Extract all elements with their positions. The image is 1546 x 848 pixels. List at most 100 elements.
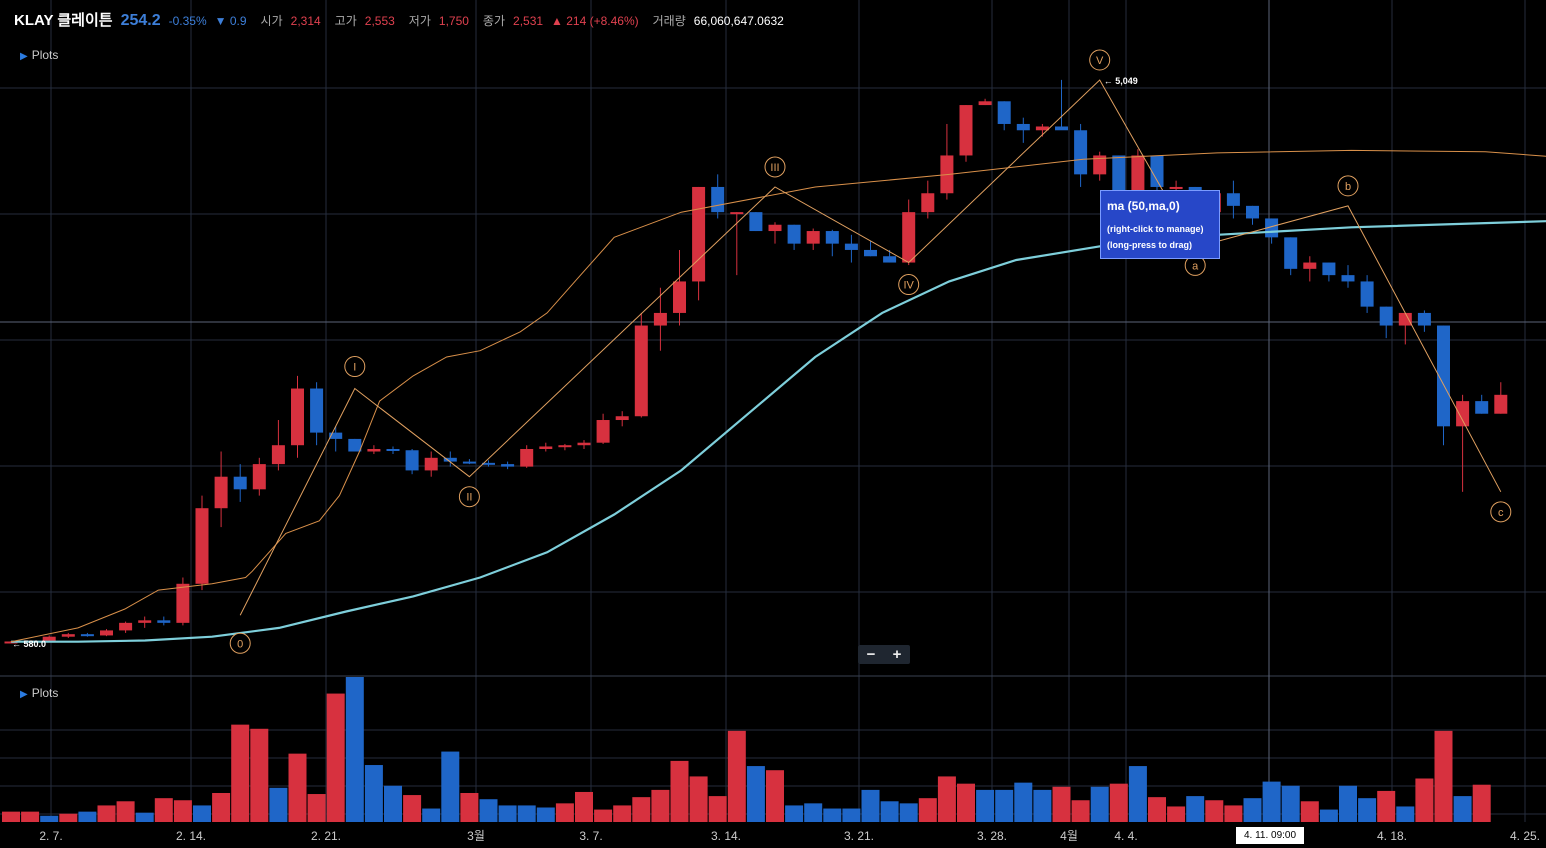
- volume-bar: [918, 798, 937, 822]
- crosshair-date-label: 4. 11. 09:00: [1236, 827, 1304, 844]
- volume-bar: [536, 807, 555, 822]
- volume-bar: [1014, 782, 1033, 822]
- high-label: 고가: [334, 14, 357, 28]
- candle-body: [214, 476, 228, 509]
- zoom-out-button[interactable]: −: [866, 646, 876, 663]
- ma-tooltip[interactable]: ma (50,ma,0) (right-click to manage) (lo…: [1100, 190, 1220, 259]
- price-marker: ← 5,049: [1104, 76, 1138, 86]
- candle-body: [348, 438, 362, 452]
- volume-value: 66,060,647.0632: [693, 14, 784, 28]
- last-price: 254.2: [120, 12, 161, 29]
- candle-body: [80, 634, 94, 637]
- volume-bar: [594, 809, 613, 822]
- volume-bar: [1186, 796, 1205, 822]
- candle-body: [233, 476, 247, 490]
- candle-body: [997, 101, 1011, 124]
- candle-body: [558, 445, 572, 448]
- candle-body: [539, 446, 553, 449]
- candle-body: [1494, 394, 1508, 414]
- candle-body: [959, 105, 973, 156]
- candle-body: [1016, 123, 1030, 131]
- candle-body: [42, 636, 56, 641]
- volume-bar: [212, 793, 231, 822]
- wave-label-circle: [1337, 175, 1359, 197]
- x-tick-label: 4월: [1060, 829, 1078, 843]
- zoom-in-button[interactable]: +: [892, 646, 902, 663]
- plots-label: Plots: [31, 686, 59, 700]
- candle-body: [367, 448, 381, 452]
- candle-body: [405, 450, 419, 471]
- volume-bar: [288, 753, 307, 822]
- volume-bar: [1319, 809, 1338, 822]
- triangle-right-icon: ▶: [20, 51, 28, 62]
- candle-body: [1398, 312, 1412, 326]
- candle-body: [1055, 126, 1068, 131]
- wave-label-circle: [458, 486, 480, 508]
- price-marker: ← 580.0: [12, 639, 46, 649]
- candle-body: [692, 186, 706, 282]
- candle-body: [1169, 186, 1183, 189]
- ticker-header: KLAY 클레이튼 254.2 -0.35% ▼ 0.9 시가 2,314 고가…: [14, 9, 784, 31]
- volume-bar: [1148, 797, 1166, 822]
- candle-body: [195, 508, 209, 584]
- x-tick-label: 2. 7.: [39, 829, 62, 843]
- wave-label-c: c: [1498, 507, 1504, 519]
- volume-bar: [1472, 784, 1491, 822]
- volume-bar: [689, 776, 708, 822]
- candle-body: [825, 231, 839, 244]
- volume-bar: [1128, 766, 1147, 822]
- candle-body: [883, 256, 897, 263]
- wave-label-circle: [764, 156, 786, 178]
- volume-bar: [785, 805, 804, 822]
- candle-body: [482, 462, 495, 465]
- candle-body: [673, 281, 686, 313]
- volume-bar: [326, 693, 345, 822]
- candle-body: [462, 461, 476, 464]
- volume-bar: [1167, 806, 1186, 822]
- volume-bar: [422, 808, 441, 822]
- x-tick-label: 2. 21.: [311, 829, 341, 843]
- candle-body: [424, 457, 438, 471]
- volume-bar: [842, 808, 861, 822]
- candle-body: [844, 243, 858, 250]
- volume-bar: [880, 801, 899, 822]
- volume-bar: [1415, 778, 1434, 822]
- volume-bar: [957, 783, 975, 822]
- volume-bar: [1434, 730, 1453, 822]
- symbol-name[interactable]: KLAY 클레이튼: [14, 12, 113, 29]
- close-change: ▲ 214 (+8.46%): [551, 14, 639, 28]
- volume-bar: [1339, 785, 1357, 822]
- volume-bar: [708, 796, 727, 822]
- volume-bar: [307, 794, 326, 822]
- candle-body: [864, 249, 877, 257]
- volume-bar: [1300, 801, 1319, 822]
- wave-label-circle: [229, 632, 251, 654]
- candle-body: [1131, 155, 1145, 200]
- candle-body: [1379, 306, 1393, 326]
- volume-bar: [2, 811, 20, 822]
- candle-body: [157, 620, 171, 623]
- volume-bar: [479, 799, 498, 822]
- volume-bar: [937, 776, 956, 822]
- candle-body: [176, 583, 190, 623]
- price-plots-toggle[interactable]: ▶ Plots: [20, 48, 58, 62]
- candle-body: [310, 388, 324, 433]
- wave-label-circle: [898, 274, 920, 296]
- candle-body: [730, 212, 744, 215]
- volume-bar: [1453, 796, 1472, 822]
- zoom-control: − +: [858, 645, 910, 664]
- volume-plots-toggle[interactable]: ▶ Plots: [20, 686, 58, 700]
- candle-body: [291, 388, 304, 446]
- volume-bar: [40, 815, 59, 822]
- candle-body: [386, 448, 400, 451]
- volume-bar: [250, 728, 269, 822]
- volume-bar: [193, 805, 211, 822]
- volume-bar: [632, 797, 651, 822]
- candle-body: [787, 224, 801, 244]
- volume-bar: [727, 730, 746, 822]
- candle-body: [252, 464, 266, 490]
- candle-body: [329, 432, 343, 439]
- volume-bar: [1205, 800, 1224, 822]
- volume-bar: [1224, 805, 1243, 822]
